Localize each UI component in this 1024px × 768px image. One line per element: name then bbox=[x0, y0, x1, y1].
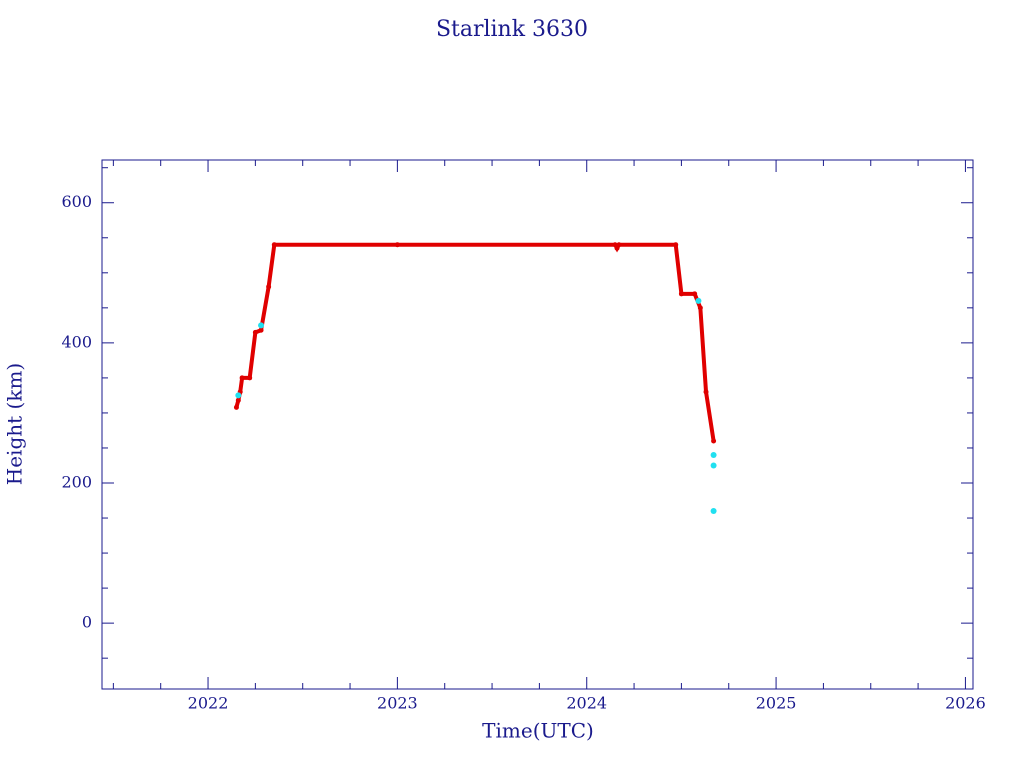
data-point bbox=[252, 329, 258, 335]
data-point bbox=[692, 291, 698, 297]
data-point bbox=[235, 397, 241, 403]
x-axis-label: Time(UTC) bbox=[482, 719, 594, 743]
y-tick-label: 400 bbox=[61, 332, 92, 351]
data-line bbox=[234, 242, 716, 442]
x-tick-label: 2025 bbox=[756, 694, 797, 713]
data-point bbox=[394, 242, 400, 248]
data-point bbox=[271, 242, 277, 248]
plot-frame bbox=[101, 159, 974, 690]
data-point bbox=[710, 462, 717, 469]
data-point bbox=[695, 297, 702, 304]
data-point bbox=[711, 438, 717, 444]
y-axis-label: Height (km) bbox=[3, 363, 27, 485]
data-point bbox=[697, 305, 703, 311]
data-point bbox=[710, 508, 717, 515]
data-point bbox=[710, 451, 717, 458]
data-point bbox=[239, 375, 245, 381]
data-point bbox=[233, 404, 239, 410]
x-tick-label: 2026 bbox=[945, 694, 986, 713]
data-point bbox=[258, 327, 264, 333]
data-point bbox=[266, 284, 272, 290]
y-tick-label: 0 bbox=[82, 613, 92, 632]
chart-title: Starlink 3630 bbox=[436, 17, 588, 42]
x-tick-label: 2022 bbox=[188, 694, 229, 713]
y-tick-label: 200 bbox=[61, 473, 92, 492]
data-point bbox=[678, 291, 684, 297]
x-tick-label: 2024 bbox=[566, 694, 607, 713]
data-point bbox=[247, 375, 253, 381]
x-tick-label: 2023 bbox=[377, 694, 418, 713]
data-point bbox=[673, 242, 679, 248]
data-point bbox=[235, 392, 242, 399]
data-point bbox=[703, 389, 709, 395]
data-point bbox=[258, 322, 265, 329]
y-tick-label: 600 bbox=[61, 192, 92, 211]
data-point bbox=[616, 242, 622, 248]
